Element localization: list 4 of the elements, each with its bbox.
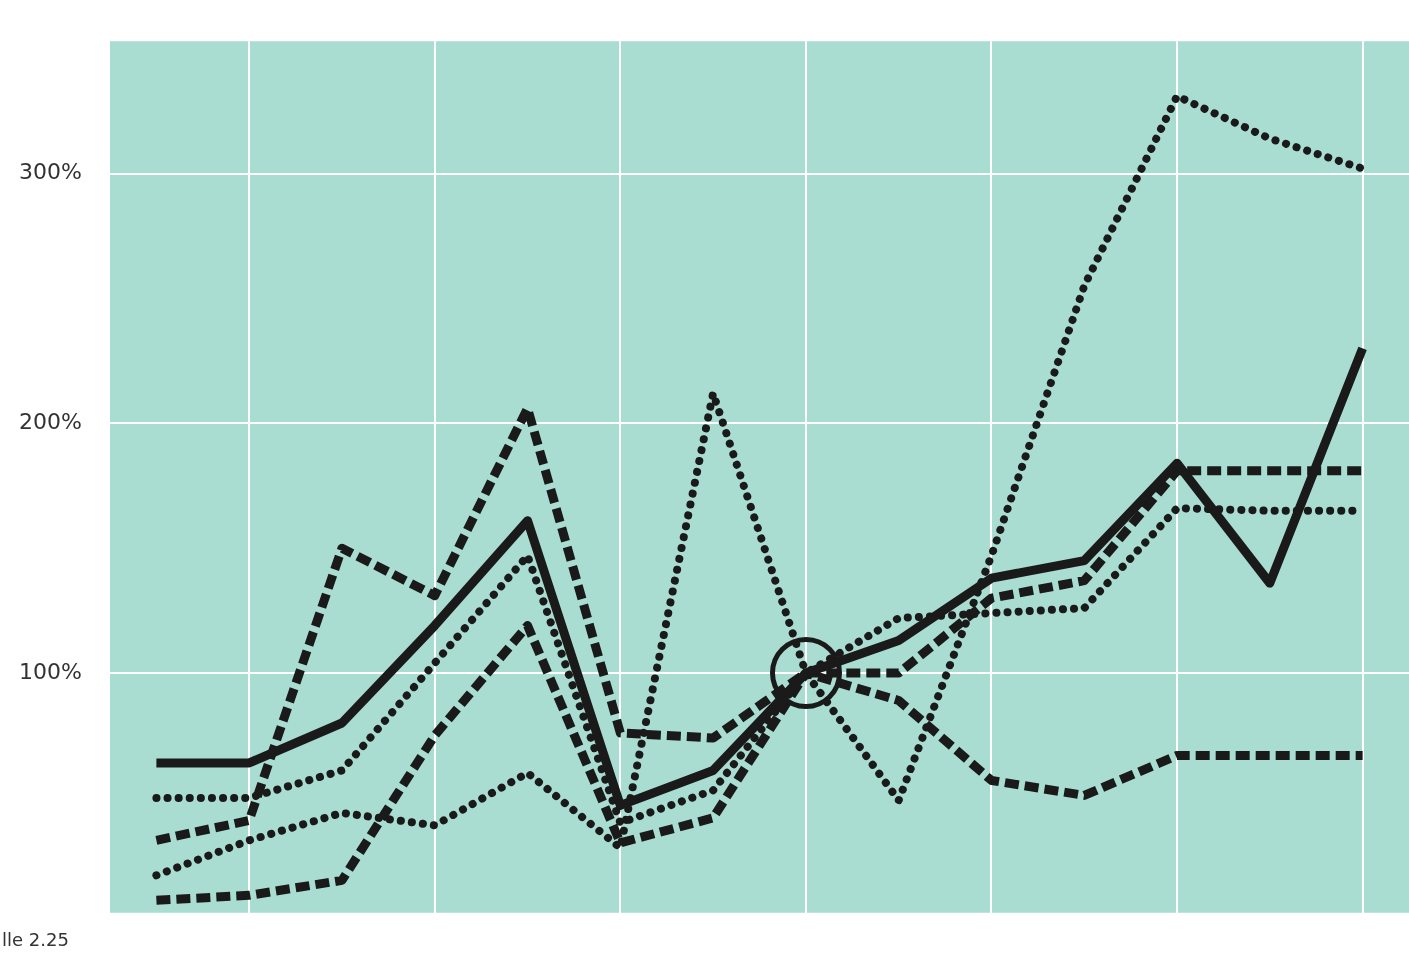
- y-tick-label: 200%: [19, 409, 82, 435]
- y-tick-label: 100%: [19, 658, 82, 684]
- y-tick-label: 300%: [19, 159, 82, 185]
- text: lle 2.25: [2, 928, 69, 950]
